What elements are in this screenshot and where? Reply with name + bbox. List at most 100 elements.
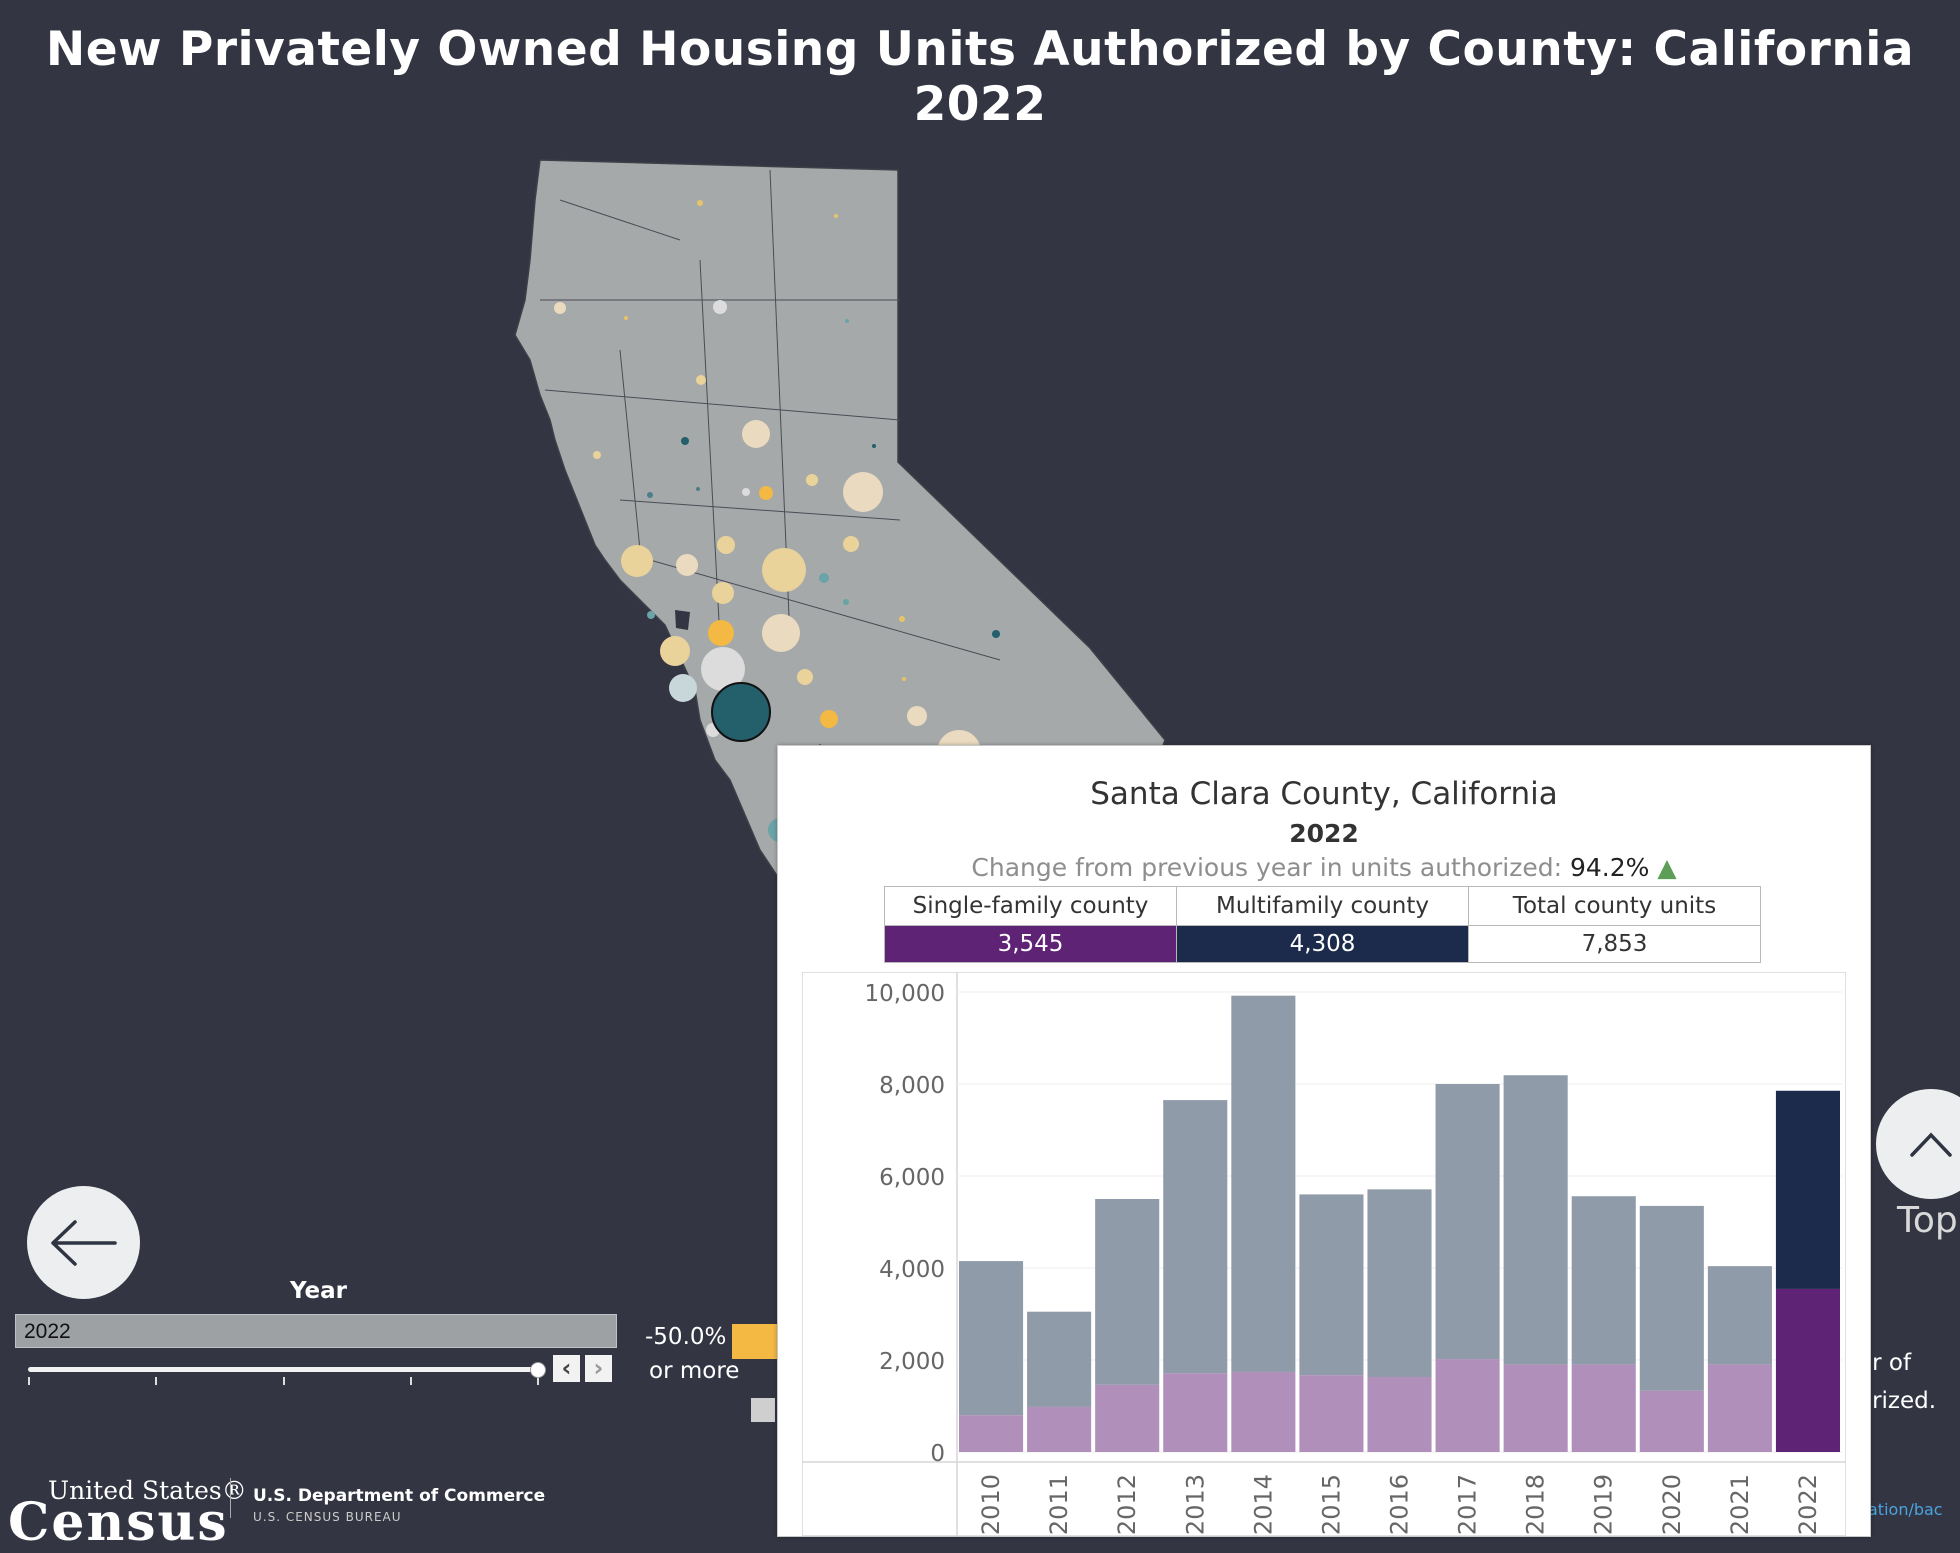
year-slider-handle[interactable] (530, 1362, 546, 1378)
county-bubble[interactable] (899, 616, 905, 622)
county-bubble[interactable] (647, 611, 655, 619)
county-bubble[interactable] (762, 614, 800, 652)
county-bubble[interactable] (845, 319, 849, 323)
back-button[interactable] (27, 1186, 140, 1299)
single-family-bar (1299, 1375, 1364, 1452)
county-bubble[interactable] (843, 599, 849, 605)
single-family-bar (1503, 1364, 1568, 1452)
units-bar-chart: 0 2,000 4,000 6,000 8,000 10,000 2010 2011 2012 2… (802, 972, 1846, 1536)
county-bubble[interactable] (624, 316, 628, 320)
y-tick-label: 2,000 (879, 1349, 945, 1375)
county-bubble[interactable] (742, 488, 750, 496)
multifamily-header: Multifamily county (1176, 886, 1469, 926)
next-year-button[interactable]: › (585, 1355, 612, 1382)
county-bubble[interactable] (708, 620, 734, 646)
census-logo-wordmark: Census (8, 1492, 229, 1553)
single-family-bar (1027, 1406, 1092, 1452)
single-family-bar (1367, 1377, 1432, 1452)
change-value: 94.2% (1569, 853, 1650, 882)
county-bubble[interactable] (621, 545, 653, 577)
county-bubble[interactable] (872, 444, 876, 448)
single-family-bar (1571, 1364, 1636, 1452)
units-table: Single-family county Multifamily county … (884, 886, 1761, 963)
chevron-up-icon (1910, 1132, 1952, 1157)
multifamily-bar (1435, 1084, 1500, 1360)
multifamily-bar (1163, 1100, 1228, 1374)
single-family-bar (1707, 1364, 1772, 1452)
multifamily-bar (1503, 1075, 1568, 1365)
census-logo-line1: United States® (48, 1476, 247, 1505)
y-tick-label: 8,000 (879, 1073, 945, 1099)
change-label: Change from previous year in units autho… (971, 853, 1563, 882)
footer-department: U.S. Department of Commerce (253, 1486, 546, 1506)
county-bubble[interactable] (713, 300, 727, 314)
county-bubble[interactable] (697, 200, 703, 206)
single-family-bar (1435, 1359, 1500, 1452)
county-bubble[interactable] (681, 437, 689, 445)
county-bubble[interactable] (819, 573, 829, 583)
county-bubble[interactable] (907, 706, 927, 726)
county-bubble[interactable] (902, 677, 906, 681)
footer-divider (230, 1478, 231, 1518)
year-filter-label: Year (290, 1278, 348, 1304)
county-bubble[interactable] (820, 710, 838, 728)
county-bubble[interactable] (554, 302, 566, 314)
county-bubble[interactable] (843, 536, 859, 552)
county-bubble[interactable] (660, 636, 690, 666)
x-tick-label: 2021 (1726, 1474, 1754, 1535)
county-bubble[interactable] (759, 486, 773, 500)
county-bubble[interactable] (843, 472, 883, 512)
county-bubble[interactable] (701, 647, 745, 691)
county-bubble[interactable] (806, 474, 818, 486)
single-family-value: 3,545 (884, 925, 1177, 963)
county-bubble[interactable] (593, 451, 601, 459)
arrow-left-icon (50, 1219, 117, 1266)
year-slider-track[interactable] (28, 1367, 538, 1372)
page-title: New Privately Owned Housing Units Author… (45, 22, 1915, 132)
legend-label-sub: or more (649, 1358, 740, 1384)
slider-tick (283, 1377, 285, 1385)
county-tooltip: Santa Clara County, California 2022 Chan… (777, 745, 1871, 1537)
x-tick-label: 2015 (1317, 1474, 1345, 1535)
previous-year-button[interactable]: ‹ (553, 1355, 580, 1382)
multifamily-bar (1571, 1196, 1636, 1365)
slider-tick (28, 1377, 30, 1385)
county-bubble[interactable] (834, 214, 838, 218)
background-link[interactable]: ation/bac (1868, 1500, 1943, 1519)
y-tick-label: 4,000 (879, 1257, 945, 1283)
year-filter-dropdown[interactable]: 2022 (15, 1314, 617, 1348)
county-bubble[interactable] (696, 375, 706, 385)
county-bubble[interactable] (797, 669, 813, 685)
x-tick-label: 2019 (1590, 1474, 1618, 1535)
legend-swatch (732, 1324, 780, 1359)
x-tick-label: 2013 (1181, 1474, 1209, 1535)
single-family-bar (959, 1415, 1024, 1452)
multifamily-value: 4,308 (1176, 925, 1469, 963)
multifamily-bar (1639, 1205, 1704, 1391)
single-family-bar (1163, 1373, 1228, 1452)
scroll-top-button[interactable] (1876, 1089, 1960, 1199)
county-bubble[interactable] (717, 536, 735, 554)
x-tick-label: 2011 (1045, 1474, 1073, 1535)
slider-tick (155, 1377, 157, 1385)
multifamily-bar (1231, 995, 1296, 1372)
county-bubble[interactable] (647, 492, 653, 498)
slider-tick (537, 1377, 539, 1385)
footer-bureau: U.S. CENSUS BUREAU (253, 1510, 402, 1524)
x-tick-label: 2017 (1454, 1474, 1482, 1535)
county-bubble[interactable] (742, 420, 770, 448)
multifamily-bar (959, 1261, 1024, 1416)
county-bubble[interactable] (676, 554, 698, 576)
county-bubble[interactable] (992, 630, 1000, 638)
county-bubble[interactable] (712, 582, 734, 604)
selected-county-bubble[interactable] (711, 682, 771, 742)
county-bubble[interactable] (669, 674, 697, 702)
y-tick-label: 10,000 (865, 981, 945, 1007)
background-note: orized. (1858, 1388, 1937, 1414)
county-bubble[interactable] (696, 487, 700, 491)
multifamily-bar (1775, 1090, 1840, 1289)
multifamily-bar (1095, 1199, 1160, 1385)
legend-swatch-secondary (751, 1398, 775, 1422)
y-tick-label: 6,000 (879, 1165, 945, 1191)
county-bubble[interactable] (762, 548, 806, 592)
